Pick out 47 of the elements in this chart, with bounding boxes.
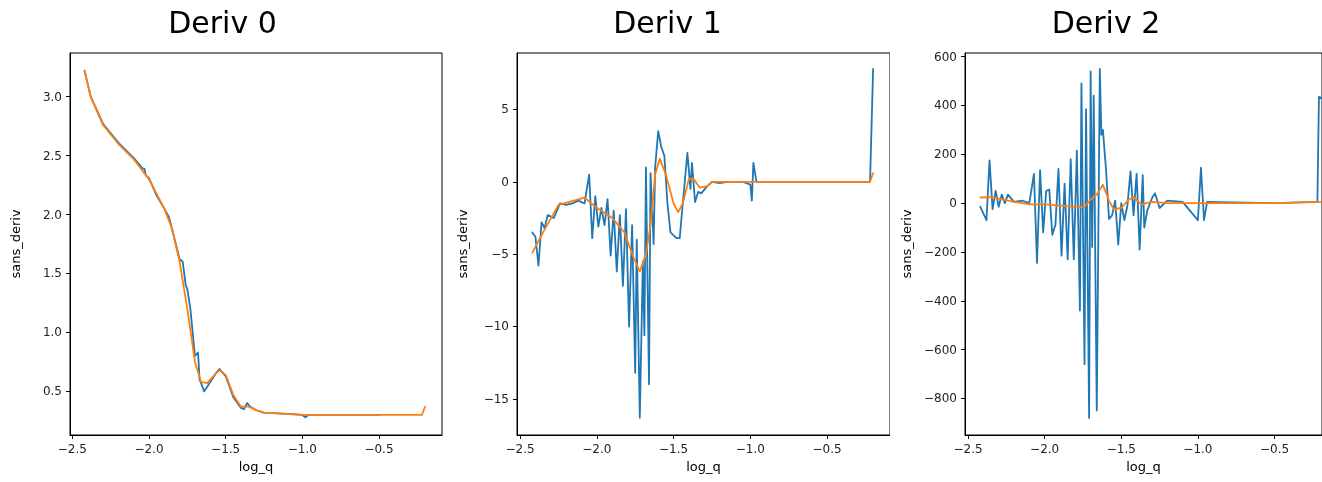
x-tick-label: −0.5	[364, 442, 394, 456]
y-tick-label: 5	[501, 102, 509, 117]
x-tick-label: −1.0	[287, 442, 317, 456]
y-tick-label: 1.5	[42, 266, 62, 281]
y-tick-label: 600	[934, 49, 957, 64]
x-tick-label: −1.5	[659, 442, 689, 456]
x-tick-label: −2.5	[57, 442, 87, 456]
x-tick-label: −2.0	[1030, 442, 1060, 456]
y-tick-label: 0.5	[42, 384, 62, 399]
y-tick-label: 3.0	[42, 89, 62, 104]
y-tick-label: 0	[501, 174, 509, 189]
y-tick-label: −800	[924, 391, 957, 406]
line-series	[979, 183, 1322, 211]
y-tick-label: −400	[924, 293, 957, 308]
x-tick-label: −1.0	[735, 442, 765, 456]
x-tick-label: −1.5	[1106, 442, 1136, 456]
x-tick-label: −2.0	[134, 442, 164, 456]
x-axis-title: log_q	[1126, 459, 1161, 474]
line-series	[531, 157, 875, 273]
x-tick-label: −1.5	[211, 442, 241, 456]
x-tick-label: −2.5	[953, 442, 983, 456]
y-tick-label: −200	[924, 244, 957, 259]
y-tick-label: 1.0	[42, 325, 62, 340]
y-tick-label: −5	[491, 247, 509, 262]
x-tick-label: −1.0	[1183, 442, 1213, 456]
y-tick-label: −15	[483, 391, 509, 406]
y-tick-label: 2.5	[42, 148, 62, 163]
y-tick-label: −10	[483, 319, 509, 334]
y-tick-label: −600	[924, 342, 957, 357]
y-axis-title: sans_deriv	[455, 209, 470, 279]
y-tick-label: 2.0	[42, 207, 62, 222]
line-series	[531, 68, 875, 419]
y-axis-title: sans_deriv	[899, 209, 915, 279]
x-axis-title: log_q	[238, 459, 274, 474]
y-tick-label: 400	[934, 98, 957, 113]
x-tick-label: −2.5	[505, 442, 535, 456]
line-series	[979, 67, 1322, 419]
x-tick-label: −0.5	[1259, 442, 1290, 456]
y-axis-title: sans_deriv	[8, 209, 23, 279]
chart-title: Deriv 0	[168, 4, 277, 40]
chart-title: Deriv 2	[1051, 4, 1161, 40]
y-tick-label: 0	[949, 196, 957, 211]
x-axis-title: log_q	[686, 459, 721, 474]
x-tick-label: −0.5	[812, 442, 842, 456]
y-tick-label: 200	[934, 147, 957, 162]
x-tick-label: −2.0	[582, 442, 612, 456]
chart-title: Deriv 1	[613, 4, 722, 40]
